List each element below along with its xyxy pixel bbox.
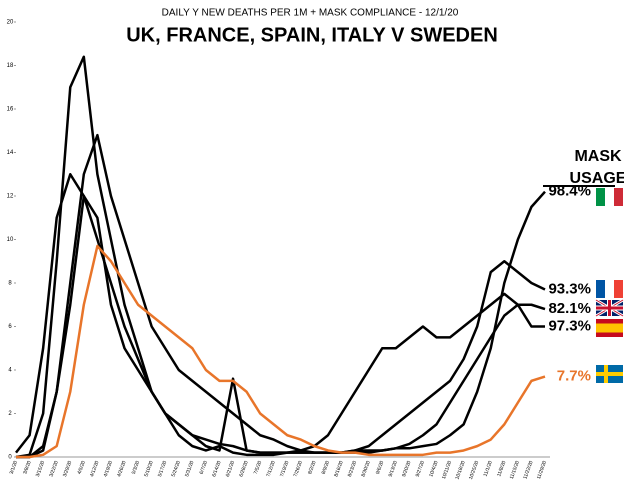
- x-tick-label: 5/10/20: [143, 460, 154, 478]
- x-tick-label: 8/23/20: [347, 460, 358, 478]
- x-tick-label: 6/7/20: [199, 460, 209, 475]
- flag-spain: [596, 319, 623, 337]
- x-tick-label: 7/12/20: [265, 460, 276, 478]
- chart-subtitle: DAILY Y NEW DEATHS PER 1M + MASK COMPLIA…: [162, 8, 459, 19]
- x-tick-label: 11/8/20: [496, 460, 507, 478]
- end-label: 7.7%: [557, 367, 591, 384]
- flag-italy: [596, 188, 623, 206]
- series-line: [16, 133, 546, 459]
- y-tick-label: 6: [8, 324, 12, 330]
- x-tick-label: 5/3/20: [131, 460, 141, 475]
- x-tick-label: 8/16/20: [333, 460, 344, 478]
- x-tick-label: 3/15/20: [35, 460, 46, 478]
- x-tick-label: 7/5/20: [253, 460, 263, 475]
- y-tick-label: 14: [7, 150, 14, 156]
- chart-title: UK, FRANCE, SPAIN, ITALY V SWEDEN: [126, 24, 498, 46]
- x-tick-label: 3/22/20: [48, 460, 59, 478]
- x-tick-label: 11/22/20: [522, 460, 534, 480]
- y-tick-label: 20: [7, 20, 14, 26]
- y-tick-label: 10: [7, 237, 14, 243]
- x-tick-label: 10/11/20: [441, 460, 453, 480]
- y-tick-label: 2: [8, 411, 12, 417]
- x-tick-label: 3/8/20: [22, 460, 32, 475]
- x-tick-label: 10/25/20: [468, 460, 480, 481]
- y-tick-label: 8: [8, 281, 12, 287]
- x-tick-label: 11/1/20: [483, 460, 494, 478]
- series-line: [15, 55, 545, 459]
- y-tick-label: 4: [8, 368, 12, 374]
- x-tick-label: 11/29/20: [536, 460, 548, 480]
- y-tick-label: 18: [7, 63, 14, 69]
- x-tick-label: 10/18/20: [454, 460, 466, 481]
- flag-france: [596, 280, 623, 298]
- x-tick-label: 10/4/20: [428, 460, 439, 478]
- x-tick-label: 9/27/20: [415, 460, 426, 478]
- x-tick-label: 3/29/20: [62, 460, 73, 478]
- annotation: MASK USAGE: [570, 148, 624, 187]
- x-tick-label: 9/6/20: [375, 460, 385, 475]
- end-label: 97.3%: [548, 317, 591, 334]
- end-label: 93.3%: [548, 280, 591, 297]
- x-tick-label: 4/12/20: [89, 460, 100, 478]
- y-tick-label: 16: [7, 107, 14, 113]
- series-line: [16, 244, 546, 459]
- y-tick-label: 0: [8, 455, 12, 461]
- x-tick-label: 7/19/20: [279, 460, 290, 478]
- x-tick-label: 3/1/20: [9, 460, 19, 475]
- x-tick-label: 9/13/20: [388, 460, 399, 478]
- x-tick-label: 6/14/20: [211, 460, 222, 478]
- end-label: 98.4%: [548, 183, 591, 200]
- flag-sweden: [596, 365, 623, 383]
- flag-uk: [595, 298, 624, 318]
- x-tick-label: 8/9/20: [321, 460, 331, 475]
- x-tick-label: 8/30/20: [360, 460, 371, 478]
- x-tick-label: 4/19/20: [103, 460, 114, 478]
- x-tick-label: 4/5/20: [77, 460, 87, 475]
- x-tick-label: 7/26/20: [293, 460, 304, 478]
- x-tick-label: 9/20/20: [401, 460, 412, 478]
- x-tick-label: 6/21/20: [225, 460, 236, 478]
- x-tick-label: 5/24/20: [171, 460, 182, 478]
- end-label: 82.1%: [548, 300, 591, 317]
- x-tick-label: 5/17/20: [157, 460, 168, 478]
- x-tick-label: 11/15/20: [509, 460, 521, 480]
- x-tick-label: 4/26/20: [116, 460, 127, 478]
- x-tick-label: 6/28/20: [238, 460, 249, 478]
- x-tick-label: 5/31/20: [184, 460, 195, 478]
- x-tick-label: 8/2/20: [307, 460, 317, 475]
- y-tick-label: 12: [7, 194, 14, 200]
